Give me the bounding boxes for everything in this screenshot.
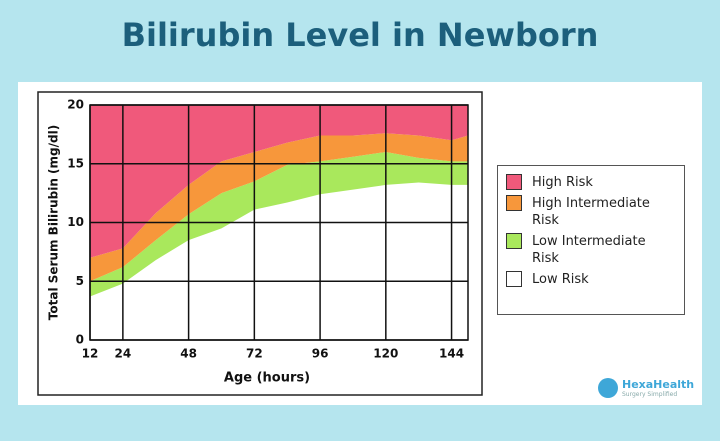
brand-name: HexaHealth [622,377,695,391]
x-tick-label: 48 [180,347,197,361]
x-tick-label: 144 [439,347,464,361]
chart-title: Bilirubin Level in Newborn [121,16,599,54]
y-tick-label: 20 [67,98,84,112]
y-tick-label: 5 [76,274,84,288]
legend-swatch [506,174,522,190]
chart-frame [37,91,483,396]
x-tick-label: 120 [373,347,398,361]
legend-item: Low Risk [506,271,676,288]
x-tick-label: 12 [82,347,99,361]
x-tick-label: 72 [246,347,263,361]
x-tick-label: 24 [115,347,132,361]
legend-label: High Risk [532,175,593,190]
area [90,152,468,297]
legend-swatch [506,271,522,287]
area [90,105,468,258]
legend: High Risk High Intermediate Risk Low Inter… [497,165,685,315]
x-tick-label: 96 [312,347,329,361]
y-axis-label: Total Serum Bilirubin (mg/dl) [47,125,61,320]
brand-logo [598,378,618,398]
legend-label: Low Risk [532,272,589,287]
legend-label: High Intermediate Risk [532,196,650,228]
x-axis-label: Age (hours) [224,371,310,386]
legend-swatch [506,233,522,249]
brand: HexaHealth Surgery Simplified [598,378,694,398]
brand-tagline: Surgery Simplified [622,390,678,398]
legend-label: Low Intermediate Risk [532,234,646,266]
legend-item: Low Intermediate Risk [506,233,676,267]
y-tick-label: 0 [76,333,84,347]
legend-item: High Intermediate Risk [506,195,676,229]
area [90,133,468,282]
y-tick-label: 10 [67,215,84,229]
y-tick-label: 15 [67,156,84,170]
legend-item: High Risk [506,174,676,191]
legend-swatch [506,195,522,211]
plot-border [89,104,469,341]
